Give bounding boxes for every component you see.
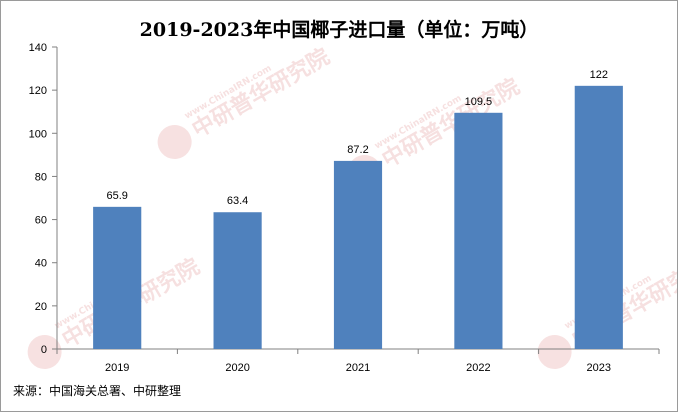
axes: 0 20 40 60 80 100 120 140 2019 2020 2021 2022 2023 bbox=[29, 42, 660, 374]
bar bbox=[213, 212, 262, 349]
y-tick-label: 120 bbox=[29, 85, 47, 97]
bars bbox=[93, 85, 623, 350]
data-labels: 65.9 63.4 87.2 109.5 122 bbox=[106, 69, 607, 207]
bar bbox=[574, 85, 623, 349]
y-tick-label: 20 bbox=[35, 301, 47, 313]
y-tick-label: 0 bbox=[41, 344, 47, 356]
data-label: 109.5 bbox=[465, 96, 493, 108]
bar bbox=[333, 160, 383, 349]
y-tick-label: 140 bbox=[29, 42, 47, 54]
x-tick-label: 2021 bbox=[346, 362, 370, 374]
x-tick-label: 2022 bbox=[466, 362, 490, 374]
data-label: 87.2 bbox=[347, 144, 368, 156]
y-tick-label: 40 bbox=[35, 258, 47, 270]
watermark-logo bbox=[157, 125, 192, 159]
data-label: 122 bbox=[590, 69, 608, 81]
data-label: 63.4 bbox=[227, 195, 248, 207]
data-label: 65.9 bbox=[106, 190, 127, 202]
chart-title: 2019-2023年中国椰子进口量（单位：万吨） bbox=[139, 19, 539, 41]
y-tick-label: 60 bbox=[35, 215, 47, 227]
x-tick-label: 2023 bbox=[587, 362, 611, 374]
watermark-brand: 中研普华研究院 bbox=[188, 44, 334, 144]
y-tick-label: 80 bbox=[35, 171, 47, 183]
bar bbox=[454, 112, 503, 350]
bar bbox=[93, 206, 142, 349]
source-note: 来源：中国海关总署、中研整理 bbox=[13, 384, 182, 398]
y-tick-label: 100 bbox=[29, 128, 47, 140]
watermark-logo bbox=[537, 335, 572, 369]
x-tick-label: 2020 bbox=[225, 362, 249, 374]
watermark-logo bbox=[27, 335, 62, 369]
x-tick-label: 2019 bbox=[105, 362, 129, 374]
